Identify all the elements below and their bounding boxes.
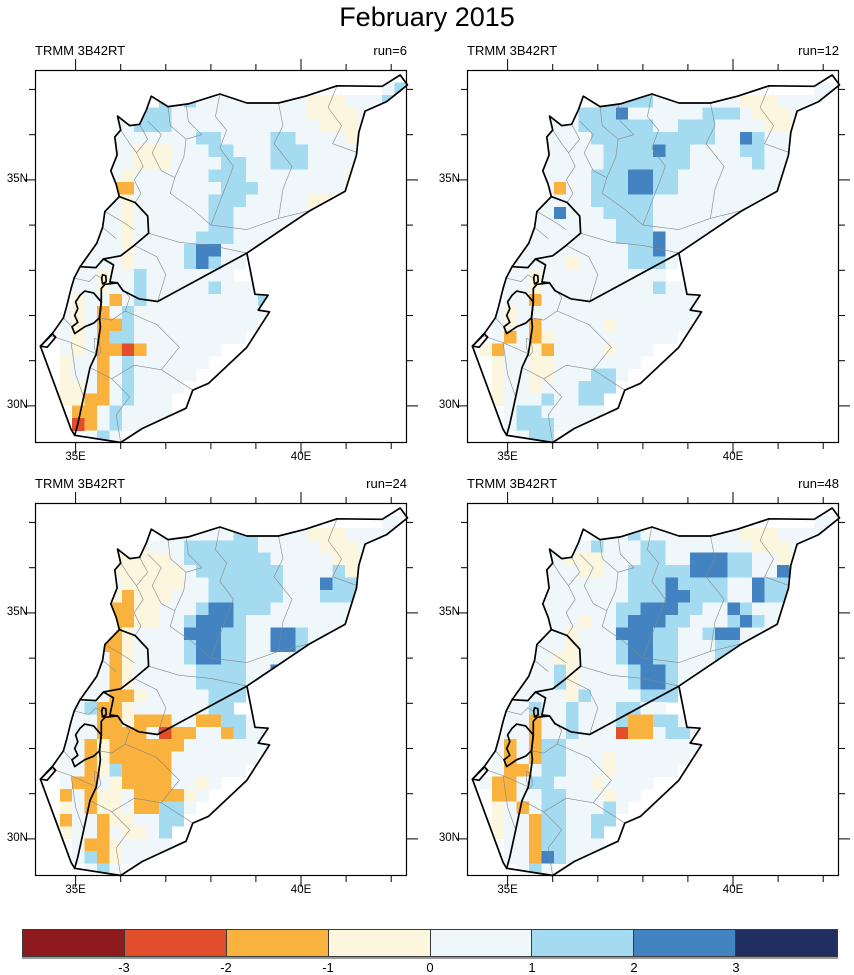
- colorbar: [22, 929, 838, 959]
- colorbar-segment: [22, 929, 125, 957]
- colorbar-tick-label: -3: [118, 960, 130, 975]
- run-label: run=24: [366, 476, 407, 491]
- panel-header: TRMM 3B42RT run=12: [467, 43, 839, 58]
- figure-title: February 2015: [339, 2, 515, 32]
- country-borders: [39, 507, 409, 877]
- run-label: run=48: [798, 476, 839, 491]
- colorbar-segment: [327, 929, 431, 957]
- panel-frame: [34, 69, 408, 444]
- anomaly-cells: [59, 82, 408, 443]
- axis-ticks: [456, 492, 850, 887]
- anomaly-cells: [59, 515, 408, 876]
- x-tick-label: 35E: [497, 451, 518, 463]
- y-tick-label: 35N: [438, 605, 460, 618]
- admin-borders: [50, 518, 358, 876]
- panel-frame: [34, 502, 408, 877]
- colorbar-tick-label: 0: [426, 960, 434, 975]
- colorbar-segment: [123, 929, 227, 957]
- x-tick-label: 40E: [722, 884, 744, 896]
- y-tick-label: 30N: [438, 831, 460, 844]
- anomaly-map-canvas: [456, 59, 850, 454]
- x-tick-label: 35E: [65, 451, 86, 463]
- panel-frame: [466, 69, 840, 444]
- panel-header: TRMM 3B42RT run=24: [35, 476, 407, 491]
- anomaly-map-canvas: [24, 492, 418, 887]
- panel-header: TRMM 3B42RT run=48: [467, 476, 839, 491]
- colorbar-segment: [429, 929, 533, 957]
- dataset-label: TRMM 3B42RT: [35, 43, 126, 58]
- colorbar-tick-label: 1: [528, 960, 536, 975]
- colorbar-segment: [633, 929, 737, 957]
- run-label: run=12: [798, 43, 839, 58]
- x-tick-label: 35E: [65, 884, 86, 896]
- country-borders: [471, 507, 841, 877]
- map-panel-run48: TRMM 3B42RT run=48 35E 40E 30N 35N: [439, 476, 850, 896]
- y-tick-label: 35N: [6, 172, 28, 185]
- x-tick-label: 40E: [722, 451, 744, 463]
- colorbar-segment: [531, 929, 635, 957]
- y-tick-label: 35N: [438, 172, 460, 185]
- colorbar-tick-label: 2: [630, 960, 638, 975]
- colorbar-tick-label: -1: [322, 960, 334, 975]
- run-label: run=6: [373, 43, 407, 58]
- colorbar-tick-label: 3: [732, 960, 740, 975]
- axis-ticks: [24, 492, 418, 887]
- x-tick-label: 40E: [290, 451, 312, 463]
- dataset-label: TRMM 3B42RT: [35, 476, 126, 491]
- map-panel-run12: TRMM 3B42RT run=12 35E 40E 30N 35N: [439, 43, 850, 463]
- anomaly-map-canvas: [24, 59, 418, 454]
- x-tick-label: 40E: [290, 884, 312, 896]
- country-borders: [471, 74, 841, 444]
- panel-frame: [466, 502, 840, 877]
- y-tick-label: 35N: [6, 605, 28, 618]
- country-borders: [39, 74, 409, 444]
- y-tick-label: 30N: [438, 398, 460, 411]
- map-panel-run24: TRMM 3B42RT run=24 35E 40E 30N 35N: [7, 476, 418, 896]
- colorbar-segment: [735, 929, 838, 957]
- map-panel-run6: TRMM 3B42RT run=6 35E 40E 30N 35N: [7, 43, 418, 463]
- axis-ticks: [456, 59, 850, 454]
- dataset-label: TRMM 3B42RT: [467, 476, 558, 491]
- panel-header: TRMM 3B42RT run=6: [35, 43, 407, 58]
- y-tick-label: 30N: [6, 831, 28, 844]
- colorbar-segment: [225, 929, 329, 957]
- axis-ticks: [24, 59, 418, 454]
- y-tick-label: 30N: [6, 398, 28, 411]
- admin-borders: [482, 518, 790, 876]
- x-tick-label: 35E: [497, 884, 518, 896]
- anomaly-map-canvas: [456, 492, 850, 887]
- dataset-label: TRMM 3B42RT: [467, 43, 558, 58]
- colorbar-tick-label: -2: [220, 960, 232, 975]
